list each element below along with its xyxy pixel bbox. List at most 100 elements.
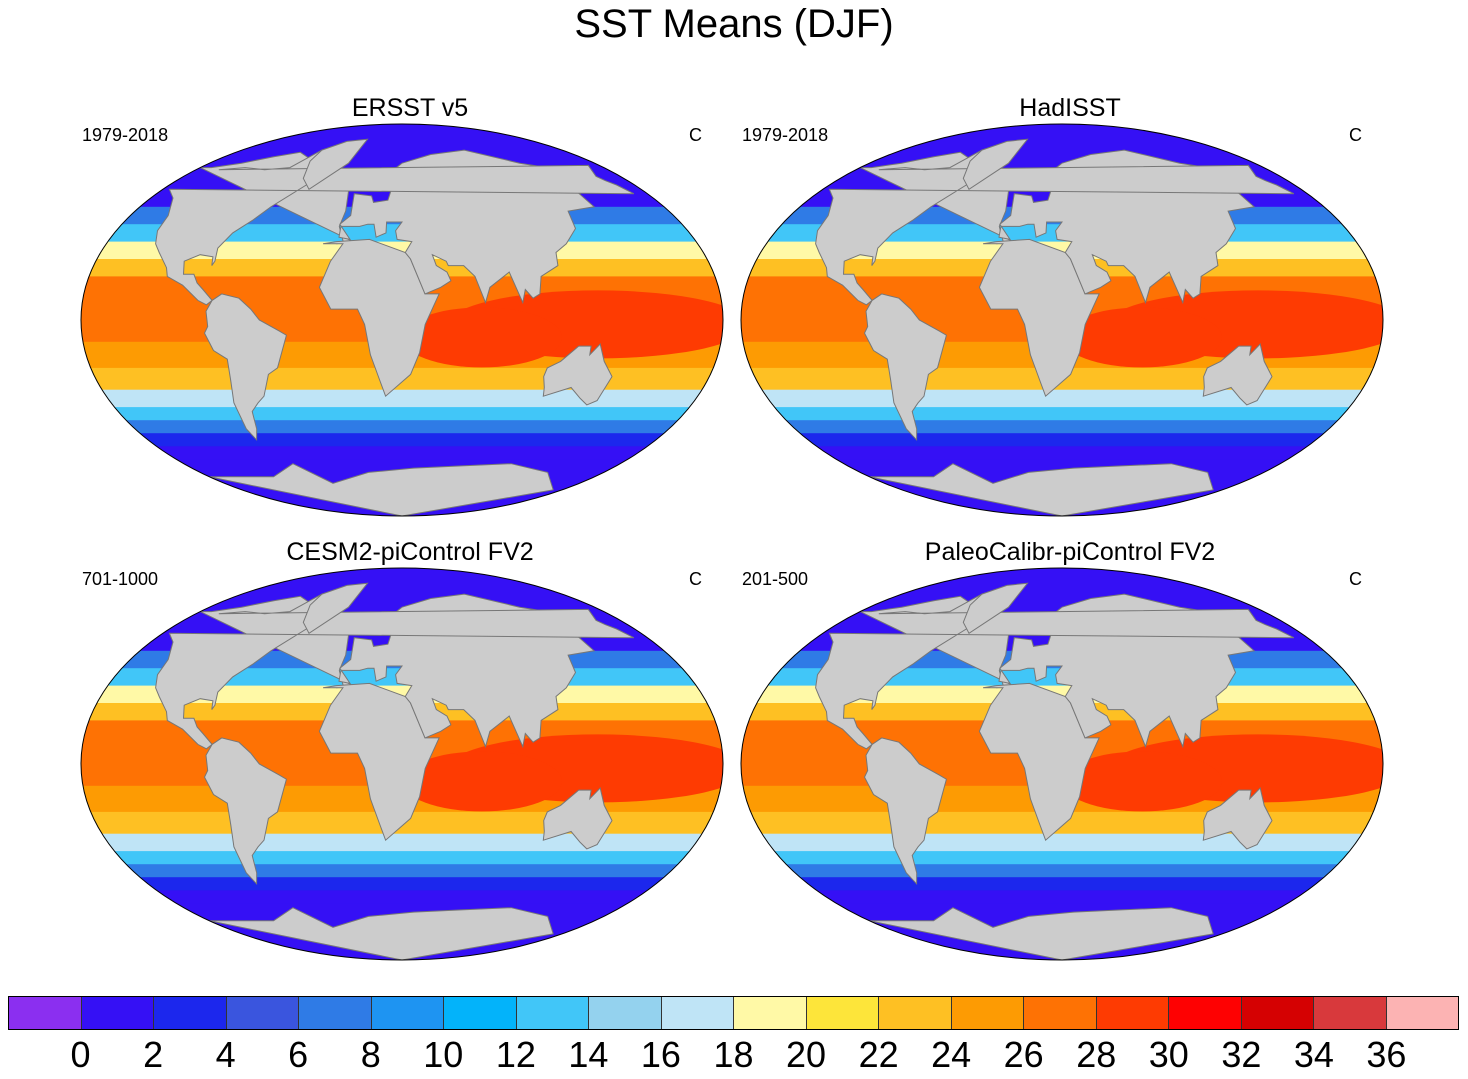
warm-pool (401, 307, 562, 368)
land-australia (542, 342, 613, 406)
colorbar-swatch (9, 997, 82, 1029)
colorbar-tick-label: 10 (423, 1034, 464, 1075)
colorbar-tick-label: 26 (1003, 1034, 1044, 1075)
land-samerica (863, 737, 947, 886)
colorbar-swatch (444, 997, 517, 1029)
map-frame (740, 123, 1384, 517)
panel-period: 1979-2018 (742, 125, 829, 145)
sst-map-cesm2 (80, 567, 724, 961)
sst-band (741, 446, 1383, 460)
colorbar-tick-label: 0 (70, 1034, 91, 1075)
panel-title: CESM2-piControl FV2 (286, 538, 534, 566)
colorbar-swatch (154, 997, 227, 1029)
sst-band (741, 864, 1383, 878)
colorbar-tick-label: 34 (1293, 1034, 1334, 1075)
land-greenland (302, 582, 369, 635)
sst-band (81, 446, 723, 460)
colorbar-swatch (1386, 997, 1458, 1029)
land-antarctica (209, 907, 554, 960)
panel-period: 1979-2018 (82, 125, 169, 145)
land-samerica (203, 737, 287, 886)
panel-units: C (689, 569, 702, 589)
colorbar-tick-label: 12 (495, 1034, 536, 1075)
colorbar-swatch (1314, 997, 1387, 1029)
map-panel-paleocalibr: PaleoCalibr-piControl FV2 201-500 C (740, 538, 1400, 978)
land-greenland (962, 138, 1029, 191)
colorbar-swatch (1096, 997, 1169, 1029)
colorbar-tick-label: 28 (1076, 1034, 1117, 1075)
sst-map-hadisst (740, 123, 1384, 517)
colorbar-swatch (879, 997, 952, 1029)
map-frame (80, 567, 724, 961)
colorbar-swatch (589, 997, 662, 1029)
colorbar-tick-label: 22 (858, 1034, 899, 1075)
colorbar-tick-label: 16 (640, 1034, 681, 1075)
colorbar-swatch (1169, 997, 1242, 1029)
colorbar-tick-label: 32 (1221, 1034, 1262, 1075)
sst-band (741, 407, 1383, 421)
sst-band (741, 877, 1383, 891)
colorbar (8, 996, 1459, 1030)
sst-band (81, 890, 723, 904)
colorbar-tick-label: 2 (143, 1034, 164, 1075)
land-samerica (863, 293, 947, 442)
panel-period: 701-1000 (82, 569, 159, 589)
sst-band (741, 433, 1383, 447)
sst-band (81, 420, 723, 434)
sst-map-paleocalibr (740, 567, 1384, 961)
panel-period: 201-500 (742, 569, 809, 589)
colorbar-tick-label: 6 (288, 1034, 309, 1075)
map-frame (80, 123, 724, 517)
sst-band (81, 864, 723, 878)
sst-band (741, 833, 1383, 852)
colorbar-swatch (81, 997, 154, 1029)
land-australia (542, 786, 613, 850)
map-panel-ersst: ERSST v5 1979-2018 C (80, 94, 740, 534)
sst-band (741, 890, 1383, 904)
warm-pool (1061, 307, 1222, 368)
colorbar-tick-label: 20 (786, 1034, 827, 1075)
colorbar-tick-label: 24 (931, 1034, 972, 1075)
warm-pool (1061, 751, 1222, 812)
sst-band (81, 833, 723, 852)
colorbar-swatch (226, 997, 299, 1029)
land-greenland (302, 138, 369, 191)
colorbar-swatch (951, 997, 1024, 1029)
sst-band (81, 877, 723, 891)
sst-band (741, 420, 1383, 434)
colorbar-tick-label: 14 (568, 1034, 609, 1075)
panel-title: ERSST v5 (351, 94, 469, 122)
sst-band (81, 389, 723, 408)
sst-band (741, 389, 1383, 408)
colorbar-tick-label: 30 (1148, 1034, 1189, 1075)
land-antarctica (869, 463, 1214, 516)
colorbar-tick-label: 36 (1366, 1034, 1407, 1075)
colorbar-swatch (1024, 997, 1097, 1029)
colorbar-swatch (661, 997, 734, 1029)
sst-band (81, 407, 723, 421)
map-panel-cesm2: CESM2-piControl FV2 701-1000 C (80, 538, 740, 978)
panel-units: C (689, 125, 702, 145)
colorbar-swatch (734, 997, 807, 1029)
colorbar-swatch (516, 997, 589, 1029)
land-greenland (962, 582, 1029, 635)
colorbar-swatch (1241, 997, 1314, 1029)
colorbar-swatch (806, 997, 879, 1029)
sst-band (81, 851, 723, 865)
land-antarctica (209, 463, 554, 516)
panel-units: C (1349, 569, 1362, 589)
colorbar-tick-label: 18 (713, 1034, 754, 1075)
colorbar-swatch (371, 997, 444, 1029)
panel-units: C (1349, 125, 1362, 145)
land-samerica (203, 293, 287, 442)
colorbar-tick-label: 8 (360, 1034, 381, 1075)
sst-band (81, 433, 723, 447)
panel-title: HadISST (1019, 94, 1121, 122)
land-australia (1202, 786, 1273, 850)
map-frame (740, 567, 1384, 961)
main-title: SST Means (DJF) (574, 2, 894, 46)
colorbar-tick-label: 4 (215, 1034, 236, 1075)
colorbar-swatch (299, 997, 372, 1029)
sst-band (741, 851, 1383, 865)
map-panel-hadisst: HadISST 1979-2018 C (740, 94, 1400, 534)
